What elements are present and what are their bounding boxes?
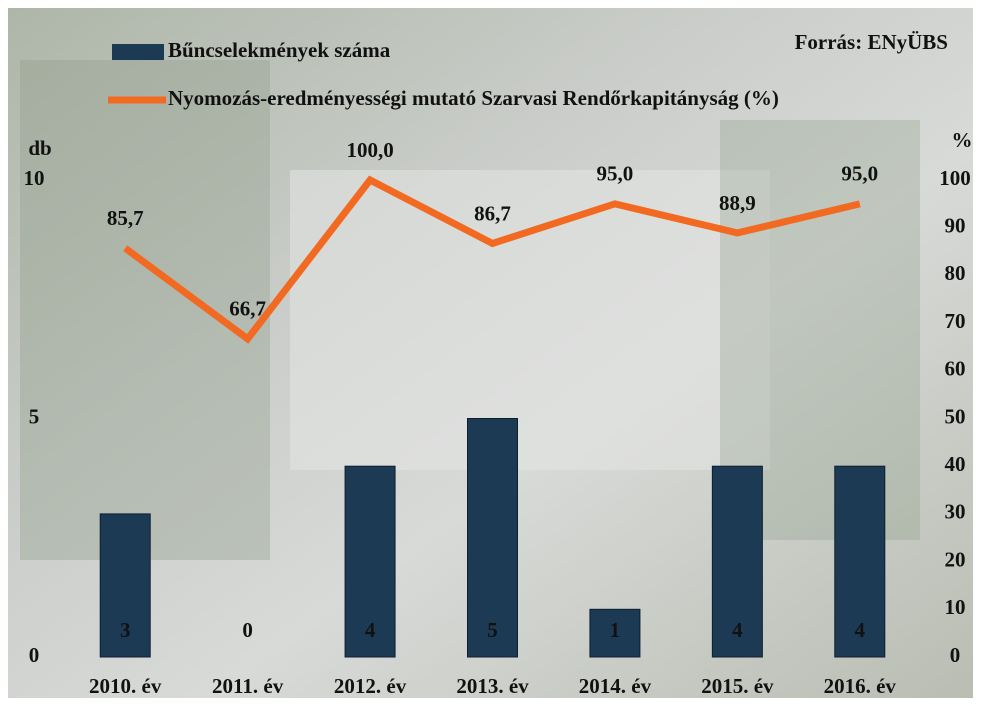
source: Forrás: ENyÜBS (795, 30, 948, 54)
building (290, 170, 770, 470)
x-tick-label: 2010. év (89, 674, 162, 698)
y2-tick-label: 90 (945, 214, 966, 238)
line-value-label: 85,7 (107, 206, 144, 230)
y2-tick-label: 50 (945, 404, 966, 428)
y-axis-title: db (28, 136, 51, 160)
y2-tick-label: 30 (945, 500, 966, 524)
bar (99, 513, 151, 658)
y-tick-label: 0 (29, 643, 40, 667)
bar-value-label: 4 (732, 618, 743, 642)
x-tick-label: 2016. év (824, 674, 897, 698)
line-value-label: 95,0 (841, 162, 878, 186)
legend-label: Nyomozás-eredményességi mutató Szarvasi … (168, 86, 779, 110)
y2-tick-label: 80 (945, 261, 966, 285)
bar-value-label: 5 (487, 618, 498, 642)
y2-tick-label: 40 (945, 452, 966, 476)
x-tick-label: 2013. év (456, 674, 529, 698)
bar (834, 465, 886, 658)
bar (467, 418, 518, 658)
x-tick-label: 2015. év (701, 674, 774, 698)
legend-label: Bűncselekmények száma (168, 38, 391, 62)
legend-swatch (112, 44, 164, 60)
y2-tick-label: 10 (945, 595, 966, 619)
line-value-label: 88,9 (719, 191, 756, 215)
y2-tick-label: 70 (945, 309, 966, 333)
x-tick-label: 2011. év (212, 674, 284, 698)
y2-tick-label: 0 (950, 643, 961, 667)
bar-value-label: 4 (855, 618, 866, 642)
y2-tick-label: 60 (945, 357, 966, 381)
bar-value-label: 4 (365, 618, 376, 642)
bar (589, 608, 641, 658)
x-tick-label: 2012. év (334, 674, 407, 698)
y-tick-label: 10 (24, 166, 45, 190)
y2-tick-label: 100 (939, 166, 971, 190)
tree (20, 60, 270, 560)
line-value-label: 95,0 (597, 162, 634, 186)
bar-value-label: 0 (242, 618, 253, 642)
line (123, 175, 861, 344)
bar (344, 465, 396, 658)
line-value-label: 100,0 (346, 138, 393, 162)
x-tick-label: 2014. év (579, 674, 652, 698)
y2-axis-title: % (952, 128, 973, 152)
bar (711, 465, 763, 658)
line-value-label: 86,7 (474, 201, 511, 225)
y2-tick-label: 20 (945, 547, 966, 571)
bar-value-label: 1 (610, 618, 621, 642)
bar-value-label: 3 (120, 618, 131, 642)
y-tick-label: 5 (29, 404, 40, 428)
line-value-label: 66,7 (229, 297, 266, 321)
